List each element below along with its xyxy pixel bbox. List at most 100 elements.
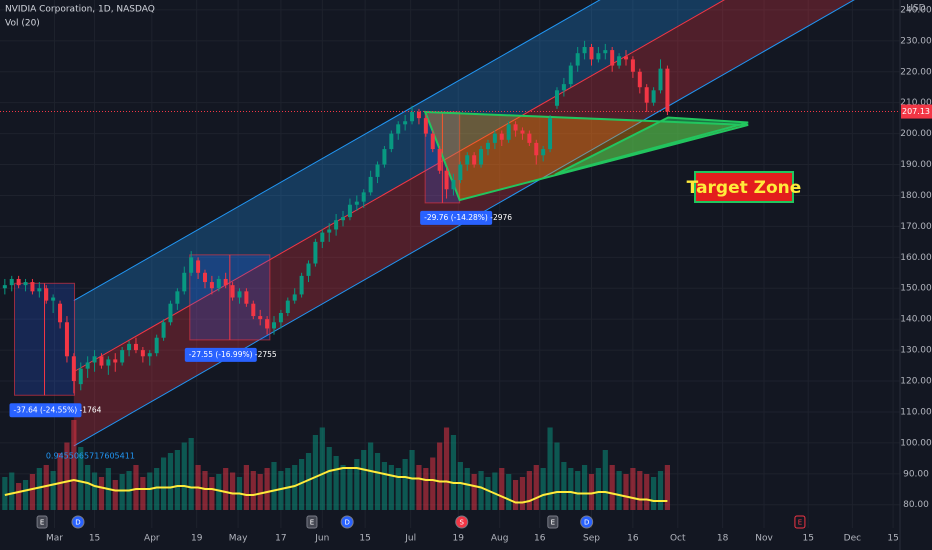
candle-body bbox=[548, 118, 553, 150]
volume-bar bbox=[512, 480, 519, 510]
volume-bar bbox=[16, 483, 22, 510]
candle-body bbox=[85, 362, 90, 369]
candle-body bbox=[278, 312, 283, 323]
candle-body bbox=[375, 164, 380, 177]
candle-body bbox=[223, 278, 228, 286]
volume-bar bbox=[506, 474, 512, 510]
volume-bar bbox=[450, 435, 457, 510]
event-label: E bbox=[551, 519, 555, 527]
candle-body bbox=[589, 47, 594, 60]
volume-bar bbox=[216, 474, 222, 510]
volume-bar bbox=[616, 471, 622, 510]
candle-body bbox=[437, 149, 442, 171]
y-tick-label: 160.00 bbox=[900, 253, 932, 263]
volume-bar bbox=[326, 447, 332, 510]
volume-bar bbox=[278, 471, 284, 510]
candle-body bbox=[651, 90, 656, 103]
volume-bar bbox=[416, 465, 422, 510]
candle-body bbox=[258, 316, 263, 320]
event-label: E bbox=[310, 519, 314, 527]
x-tick-label: Dec bbox=[844, 534, 861, 544]
volume-bar bbox=[526, 471, 532, 510]
candle-body bbox=[416, 111, 421, 119]
candle-body bbox=[154, 337, 159, 354]
x-tick-label: 15 bbox=[887, 534, 898, 544]
volume-bar bbox=[85, 465, 91, 510]
volume-bar bbox=[181, 442, 187, 510]
event-marker bbox=[306, 515, 318, 529]
candle-body bbox=[499, 133, 504, 140]
candle-body bbox=[168, 303, 173, 323]
volume-bar bbox=[602, 450, 608, 510]
volume-bar bbox=[623, 474, 629, 510]
x-tick-label: Nov bbox=[755, 534, 773, 544]
volume-bar bbox=[154, 468, 160, 510]
candle-body bbox=[58, 303, 63, 323]
candle-body bbox=[423, 118, 428, 134]
volume-bar bbox=[209, 477, 215, 510]
candle-body bbox=[285, 300, 290, 313]
candle-body bbox=[637, 71, 642, 88]
volume-bar bbox=[147, 472, 153, 510]
candle-body bbox=[561, 84, 566, 91]
volume-bar bbox=[630, 468, 636, 510]
y-tick-label: 200.00 bbox=[900, 129, 932, 139]
volume-bar bbox=[443, 427, 450, 510]
candle-body bbox=[506, 124, 511, 140]
volume-bar bbox=[471, 474, 477, 510]
candle-body bbox=[272, 322, 277, 329]
candle-body bbox=[120, 350, 125, 363]
candle-body bbox=[610, 50, 615, 66]
volume-bar bbox=[492, 472, 498, 510]
candle-body bbox=[520, 130, 525, 134]
candle-body bbox=[458, 164, 463, 180]
volume-bar bbox=[644, 474, 650, 510]
x-tick-label: Jun bbox=[314, 534, 329, 544]
candle-body bbox=[51, 297, 56, 301]
y-tick-label: 130.00 bbox=[900, 346, 932, 356]
candle-body bbox=[113, 359, 118, 363]
volume-bar bbox=[167, 453, 174, 510]
candle-body bbox=[354, 201, 359, 205]
volume-bar bbox=[361, 450, 367, 510]
candle-body bbox=[313, 241, 318, 264]
event-marker bbox=[71, 515, 85, 529]
volume-bar bbox=[374, 453, 381, 510]
volume-bar bbox=[202, 471, 208, 510]
y-tick-label: 230.00 bbox=[900, 36, 932, 46]
volume-bar bbox=[43, 465, 49, 510]
volume-bar bbox=[347, 468, 353, 510]
volume-bar bbox=[285, 468, 291, 510]
x-tick-label: 19 bbox=[453, 534, 465, 544]
volume-bar bbox=[299, 459, 305, 510]
candle-body bbox=[140, 350, 145, 357]
candle-body bbox=[147, 353, 152, 357]
volume-bar bbox=[437, 442, 443, 510]
volume-bar bbox=[160, 457, 167, 510]
volume-bar bbox=[264, 468, 270, 510]
x-tick-label: 15 bbox=[89, 534, 100, 544]
volume-bar bbox=[478, 471, 484, 510]
x-tick-label: Sep bbox=[583, 534, 600, 544]
target-zone-label: Target Zone bbox=[687, 178, 802, 198]
candle-body bbox=[189, 257, 194, 273]
volume-bar bbox=[581, 465, 588, 510]
candle-body bbox=[644, 87, 649, 103]
candle-body bbox=[64, 322, 69, 357]
volume-bar bbox=[464, 468, 470, 510]
channel-upper-line bbox=[73, 0, 601, 302]
candle-body bbox=[623, 56, 628, 60]
x-tick-label: Apr bbox=[144, 534, 160, 544]
x-tick-label: 18 bbox=[717, 534, 729, 544]
candle-body bbox=[665, 68, 670, 112]
volume-bar bbox=[657, 471, 664, 510]
currency: USD bbox=[906, 4, 925, 14]
volume-bar bbox=[140, 477, 146, 510]
volume-bar bbox=[575, 471, 581, 510]
volume-bar bbox=[36, 468, 42, 510]
candle-body bbox=[44, 288, 49, 301]
candle-body bbox=[403, 121, 408, 125]
candle-body bbox=[209, 282, 214, 289]
volume-bar bbox=[223, 468, 229, 510]
y-tick-label: 90.00 bbox=[903, 469, 929, 479]
